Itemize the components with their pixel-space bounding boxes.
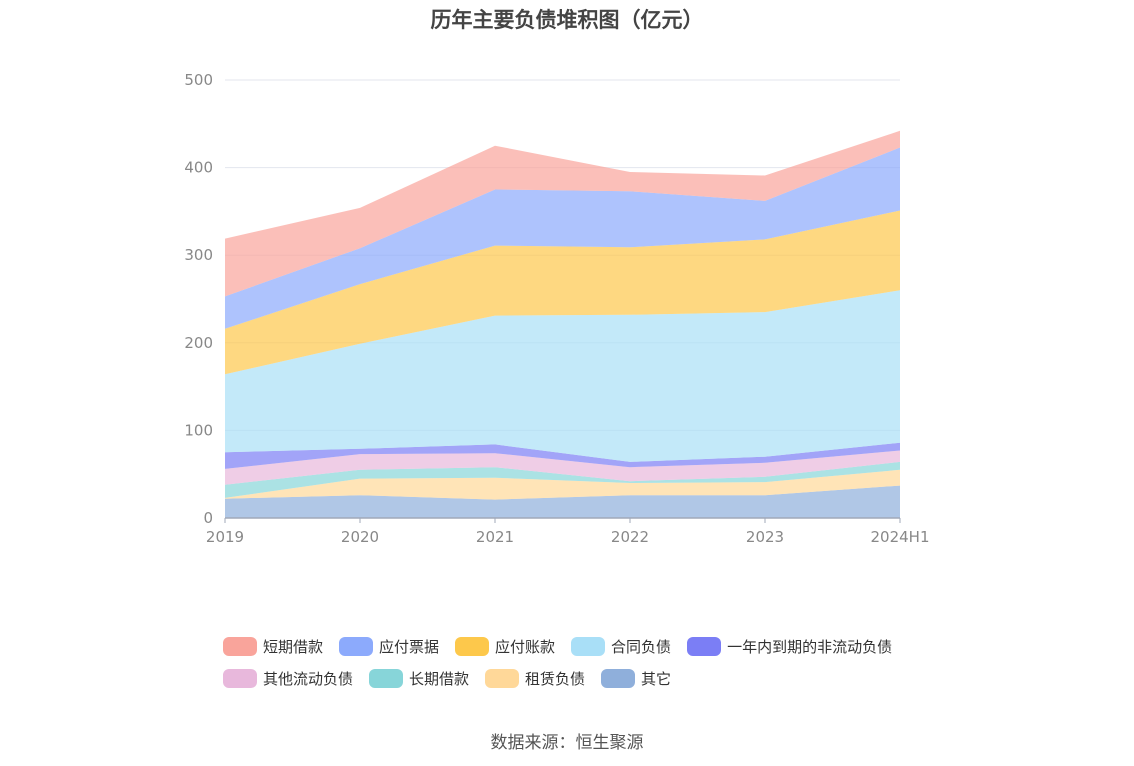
legend-label: 应付账款 [495,637,556,656]
legend-item[interactable]: 一年内到期的非流动负债 [687,636,892,657]
y-tick-label: 100 [184,421,213,439]
area-series-5 [225,290,900,462]
legend-item[interactable]: 其他流动负债 [223,668,353,689]
legend-label: 应付票据 [379,637,440,656]
stacked-area-chart: 0 100 200 300 400 500 2019 2020 2021 2022 2023 2024… [184,71,929,546]
area-series-0 [225,485,900,518]
area-series-7 [225,147,900,329]
legend-item[interactable]: 应付账款 [455,636,555,657]
legend-label: 其它 [641,669,672,688]
x-tick-label: 2021 [476,528,514,546]
legend-label: 合同负债 [611,637,672,656]
area-layer [225,130,900,518]
legend-swatch [485,668,520,688]
legend: 短期借款 应付票据 应付账款 合同负债 一年内到期的非流动负债其他流动负债 长期借款 租赁负… [223,630,943,694]
legend-swatch [455,636,490,656]
legend-item[interactable]: 长期借款 [369,668,469,689]
legend-item[interactable]: 租赁负债 [485,668,585,689]
y-tick-label: 300 [184,246,213,264]
legend-swatch [571,636,606,656]
y-tick-label: 400 [184,159,213,177]
legend-row: 短期借款 应付票据 应付账款 合同负债 一年内到期的非流动负债 [223,630,943,662]
legend-swatch [223,636,257,656]
legend-item[interactable]: 短期借款 [223,636,323,657]
y-tick-label: 200 [184,334,213,352]
area-series-8 [225,130,900,297]
legend-swatch [223,668,257,688]
legend-item[interactable]: 其它 [601,668,671,689]
area-series-3 [225,450,900,485]
area-series-6 [225,210,900,375]
chart-title: 历年主要负债堆积图（亿元） [430,8,704,32]
x-tick-label: 2023 [746,528,784,546]
legend-item[interactable]: 应付票据 [339,636,439,657]
area-series-1 [225,469,900,500]
x-tick-label: 2019 [206,528,244,546]
x-tick-label: 2024H1 [871,528,930,546]
legend-swatch [687,636,722,656]
area-series-4 [225,442,900,469]
legend-label: 租赁负债 [525,669,586,688]
legend-swatch [601,668,636,688]
area-series-2 [225,461,900,498]
legend-label: 其他流动负债 [263,669,354,688]
y-tick-label: 500 [184,71,213,89]
x-tick-label: 2022 [611,528,649,546]
legend-row: 其他流动负债 长期借款 租赁负债 其它 [223,662,943,694]
legend-item[interactable]: 合同负债 [571,636,671,657]
legend-swatch [339,636,374,656]
legend-label: 长期借款 [409,669,470,688]
legend-swatch [369,668,404,688]
source-note: 数据来源：恒生聚源 [490,733,644,753]
legend-label: 一年内到期的非流动负债 [727,637,893,656]
legend-label: 短期借款 [263,637,324,656]
axis-layer: 0 100 200 300 400 500 2019 2020 2021 2022 2023 2024… [184,71,929,546]
y-tick-label: 0 [203,509,213,527]
x-tick-label: 2020 [341,528,379,546]
